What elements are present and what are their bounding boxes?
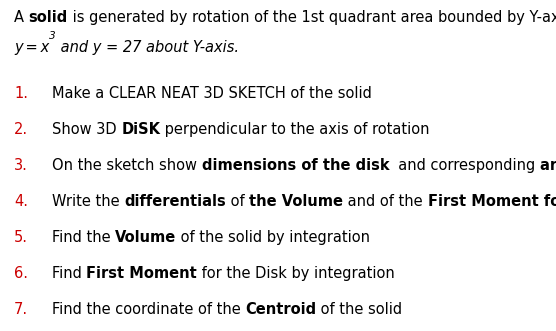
Text: 3.: 3. xyxy=(14,158,28,173)
Text: On the sketch show: On the sketch show xyxy=(52,158,202,173)
Text: First Moment for the disk: First Moment for the disk xyxy=(428,194,556,209)
Text: and of the: and of the xyxy=(343,194,428,209)
Text: 4.: 4. xyxy=(14,194,28,209)
Text: solid: solid xyxy=(28,10,68,25)
Text: is generated by rotation of the 1st quadrant area bounded by Y-axis,: is generated by rotation of the 1st quad… xyxy=(68,10,556,25)
Text: the Volume: the Volume xyxy=(249,194,343,209)
Text: Show 3D: Show 3D xyxy=(52,122,121,137)
Text: 1.: 1. xyxy=(14,86,28,101)
Text: Volume: Volume xyxy=(115,230,176,245)
Text: y = x: y = x xyxy=(14,40,49,55)
Text: Centroid: Centroid xyxy=(245,302,316,317)
Text: 5.: 5. xyxy=(14,230,28,245)
Text: 6.: 6. xyxy=(14,266,28,281)
Text: of the solid: of the solid xyxy=(316,302,403,317)
Text: of the solid by integration: of the solid by integration xyxy=(176,230,370,245)
Text: Find the: Find the xyxy=(52,230,115,245)
Text: for the Disk by integration: for the Disk by integration xyxy=(197,266,395,281)
Text: perpendicular to the axis of rotation: perpendicular to the axis of rotation xyxy=(160,122,430,137)
Text: Find: Find xyxy=(52,266,87,281)
Text: 3: 3 xyxy=(49,31,56,41)
Text: differentials: differentials xyxy=(124,194,226,209)
Text: Find the coordinate of the: Find the coordinate of the xyxy=(52,302,245,317)
Text: Make a CLEAR NEAT 3D SKETCH of the solid: Make a CLEAR NEAT 3D SKETCH of the solid xyxy=(52,86,372,101)
Text: A: A xyxy=(14,10,28,25)
Text: First Moment: First Moment xyxy=(87,266,197,281)
Text: and corresponding: and corresponding xyxy=(389,158,540,173)
Text: and y = 27 about Y-axis.: and y = 27 about Y-axis. xyxy=(56,40,239,55)
Text: of: of xyxy=(226,194,249,209)
Text: DiSK: DiSK xyxy=(121,122,160,137)
Text: dimensions of the disk: dimensions of the disk xyxy=(202,158,389,173)
Text: Write the: Write the xyxy=(52,194,124,209)
Text: 7.: 7. xyxy=(14,302,28,317)
Text: 2.: 2. xyxy=(14,122,28,137)
Text: arm length: arm length xyxy=(540,158,556,173)
